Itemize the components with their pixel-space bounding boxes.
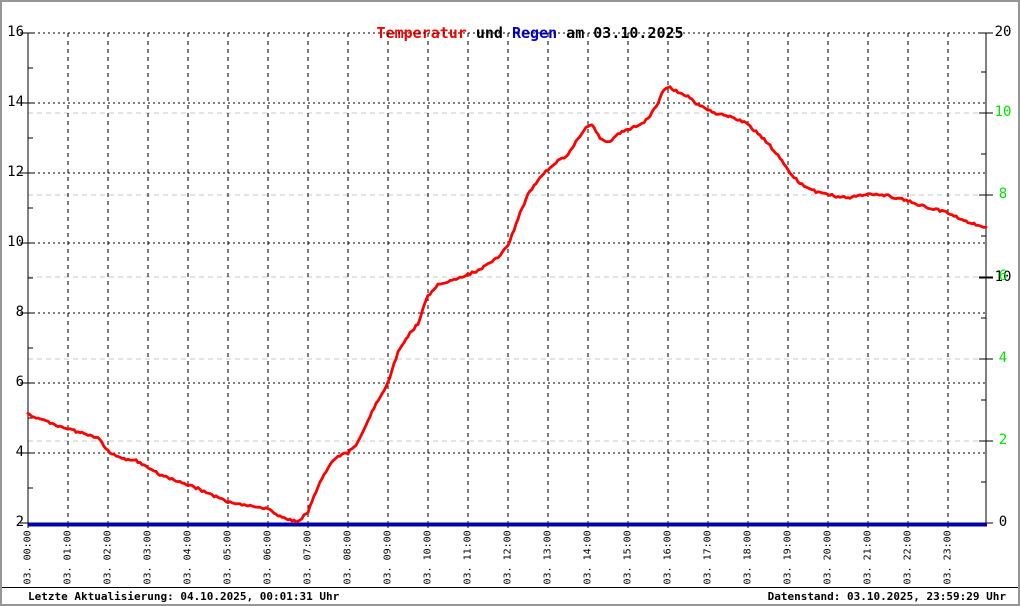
title-temperatur: Temperatur <box>376 24 467 42</box>
y-axis-left-label-6: 6 <box>15 374 24 390</box>
y-axis-right-black-label-20: 20 <box>994 24 1012 40</box>
x-axis-tick-label-18: 03. 18:00 <box>742 530 754 585</box>
x-axis-tick-label-6: 03. 06:00 <box>262 530 274 585</box>
y-axis-right-black-label-10: 10 <box>994 269 1012 285</box>
x-axis-tick-label-13: 03. 13:00 <box>542 530 554 585</box>
footer-last-update: Letzte Aktualisierung: 04.10.2025, 00:01… <box>28 590 340 603</box>
y-axis-left-label-14: 14 <box>7 94 24 110</box>
x-axis-tick-label-4: 03. 04:00 <box>182 530 194 585</box>
y-axis-right-black-label-0: 0 <box>998 514 1008 530</box>
x-axis-tick-label-19: 03. 19:00 <box>782 530 794 585</box>
y-axis-right-green-label-4: 4 <box>998 350 1008 366</box>
x-axis-tick-label-23: 03. 23:00 <box>942 530 954 585</box>
x-axis-tick-label-0: 03. 00:00 <box>22 530 34 585</box>
y-axis-right-green-label-8: 8 <box>998 186 1008 202</box>
x-axis-tick-label-21: 03. 21:00 <box>862 530 874 585</box>
x-axis-tick-label-11: 03. 11:00 <box>462 530 474 585</box>
x-axis-tick-label-22: 03. 22:00 <box>902 530 914 585</box>
x-axis-tick-label-2: 03. 02:00 <box>102 530 114 585</box>
x-axis-tick-label-20: 03. 20:00 <box>822 530 834 585</box>
y-axis-right-green-label-6: 6 <box>998 268 1008 284</box>
temperature-curve <box>26 85 988 524</box>
y-axis-right-green-label-10: 10 <box>994 104 1012 120</box>
x-axis-tick-label-3: 03. 03:00 <box>142 530 154 585</box>
footer-data-timestamp: Datenstand: 03.10.2025, 23:59:29 Uhr <box>767 590 1006 603</box>
x-axis-tick-label-15: 03. 15:00 <box>622 530 634 585</box>
y-axis-left-label-10: 10 <box>7 234 24 250</box>
y-axis-left-label-8: 8 <box>15 304 24 320</box>
x-axis-tick-label-8: 03. 08:00 <box>342 530 354 585</box>
y-axis-right-green-label-2: 2 <box>998 432 1008 448</box>
x-axis-tick-label-17: 03. 17:00 <box>702 530 714 585</box>
x-axis-tick-label-10: 03. 10:00 <box>422 530 434 585</box>
x-axis-tick-label-16: 03. 16:00 <box>662 530 674 585</box>
y-axis-left-label-2: 2 <box>15 514 24 530</box>
y-axis-left-label-16: 16 <box>7 24 24 40</box>
x-axis-tick-label-7: 03. 07:00 <box>302 530 314 585</box>
y-axis-left-label-4: 4 <box>15 444 24 460</box>
x-axis-tick-label-5: 03. 05:00 <box>222 530 234 585</box>
x-axis-tick-label-14: 03. 14:00 <box>582 530 594 585</box>
x-axis-tick-label-9: 03. 09:00 <box>382 530 394 585</box>
y-axis-left-label-12: 12 <box>7 164 24 180</box>
x-axis-tick-label-12: 03. 12:00 <box>502 530 514 585</box>
footer-divider <box>2 587 1018 588</box>
chart-title: Temperatur und Regen am 03.10.2025 <box>2 6 1018 60</box>
x-axis-tick-label-1: 03. 01:00 <box>62 530 74 585</box>
